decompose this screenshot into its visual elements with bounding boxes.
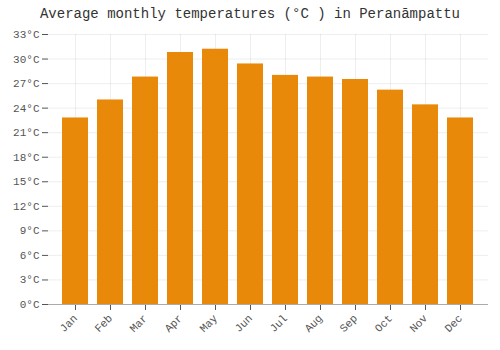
svg-text:Feb: Feb [93, 312, 115, 334]
svg-text:33°C: 33°C [13, 29, 40, 41]
svg-text:18°C: 18°C [13, 152, 40, 164]
svg-text:0°C: 0°C [20, 299, 40, 311]
svg-text:Jul: Jul [268, 312, 290, 334]
svg-text:Jan: Jan [58, 312, 80, 334]
svg-text:Aug: Aug [303, 312, 325, 334]
svg-text:Apr: Apr [163, 312, 185, 334]
svg-text:24°C: 24°C [13, 103, 40, 115]
svg-text:Nov: Nov [408, 312, 431, 335]
svg-text:Sep: Sep [338, 312, 360, 334]
html-text:Average monthly temperatures (: Average monthly temperatures (°C ) in Pe… [40, 6, 460, 22]
svg-text:12°C: 12°C [13, 201, 40, 213]
svg-text:6°C: 6°C [20, 250, 40, 262]
svg-text:Dec: Dec [443, 312, 465, 334]
svg-text:Jun: Jun [233, 312, 255, 334]
svg-text:15°C: 15°C [13, 176, 40, 188]
svg-text:Mar: Mar [128, 312, 150, 334]
svg-text:Oct: Oct [373, 312, 395, 334]
svg-text:May: May [198, 312, 221, 335]
svg-text:21°C: 21°C [13, 127, 40, 139]
svg-text:27°C: 27°C [13, 78, 40, 90]
svg-text:9°C: 9°C [20, 225, 40, 237]
svg-text:30°C: 30°C [13, 54, 40, 66]
svg-text:3°C: 3°C [20, 274, 40, 286]
